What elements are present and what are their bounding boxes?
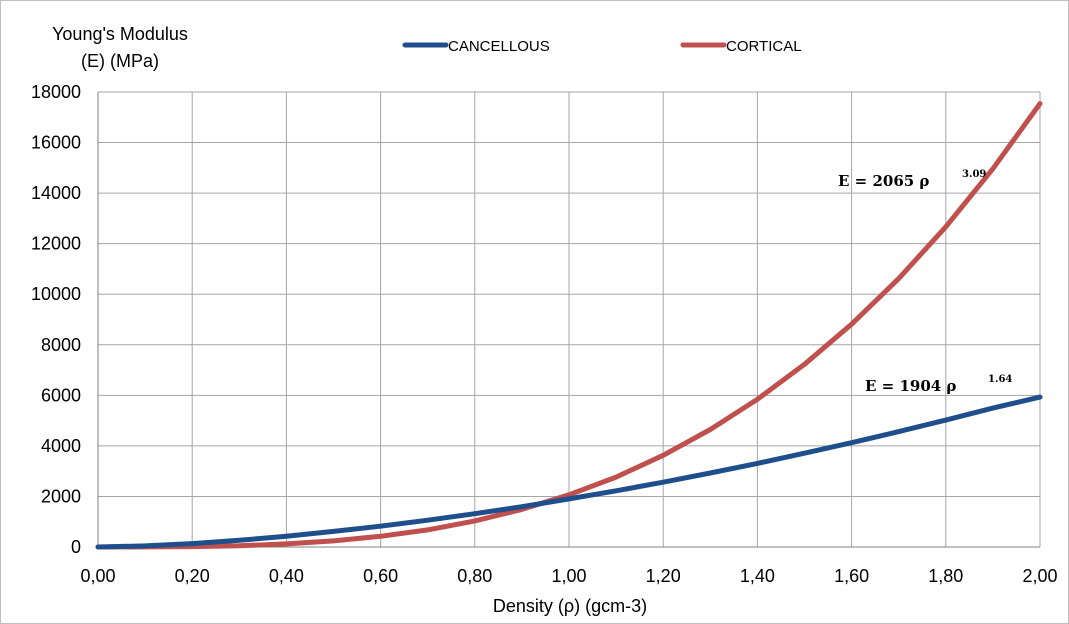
x-tick-label: 2,00 (1022, 566, 1057, 586)
y-tick-label: 4000 (41, 436, 81, 456)
equation-cancellous-exponent: 1.64 (988, 374, 1012, 385)
series-line-cancellous (95, 394, 1043, 550)
x-tick-label: 0,20 (175, 566, 210, 586)
x-tick-label: 1,80 (928, 566, 963, 586)
x-tick-label: 0,60 (363, 566, 398, 586)
series-line-cortical (95, 101, 1043, 550)
x-axis-label: Density (ρ) (gcm-3) (493, 596, 647, 616)
y-axis-label-line2: (E) (MPa) (81, 51, 159, 71)
equation-cortical-base: E = 2065 ρ (838, 172, 929, 190)
y-tick-labels: 0 2000 4000 6000 8000 10000 12000 14000 16000 180… (31, 82, 81, 557)
x-tick-labels: 0,00 0,20 0,40 0,60 0,80 1,00 1,20 1,40 1,60 1,80… (80, 566, 1057, 586)
x-tick-label: 1,20 (646, 566, 681, 586)
y-tick-label: 14000 (31, 183, 81, 203)
grid (97, 91, 1041, 548)
y-tick-label: 0 (71, 537, 81, 557)
equation-cortical: E = 2065 ρ 3.09 (838, 169, 986, 190)
series-lines (95, 101, 1043, 550)
x-tick-label: 1,40 (740, 566, 775, 586)
legend: CANCELLOUS CORTICAL (402, 38, 802, 55)
y-tick-label: 10000 (31, 284, 81, 304)
x-tick-label: 1,00 (551, 566, 586, 586)
equation-cancellous: E = 1904 ρ 1.64 (865, 374, 1012, 395)
equation-cortical-exponent: 3.09 (962, 169, 986, 180)
x-tick-label: 0,80 (457, 566, 492, 586)
y-tick-label: 6000 (41, 385, 81, 405)
legend-label-cancellous: CANCELLOUS (448, 38, 550, 55)
x-tick-label: 0,00 (80, 566, 115, 586)
legend-label-cortical: CORTICAL (726, 38, 802, 55)
y-tick-label: 12000 (31, 234, 81, 254)
y-axis-label-line1: Young's Modulus (52, 24, 188, 44)
y-tick-label: 8000 (41, 335, 81, 355)
y-tick-label: 18000 (31, 82, 81, 102)
x-tick-label: 0,40 (269, 566, 304, 586)
y-tick-label: 16000 (31, 133, 81, 153)
equation-cancellous-base: E = 1904 ρ (865, 377, 956, 395)
y-tick-label: 2000 (41, 486, 81, 506)
x-tick-label: 1,60 (834, 566, 869, 586)
